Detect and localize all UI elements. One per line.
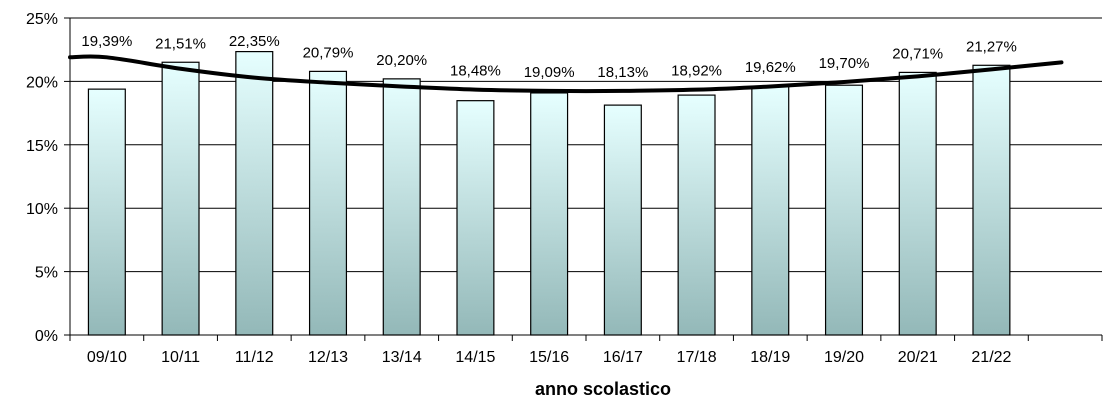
- data-label: 20,71%: [892, 45, 943, 62]
- bar: [824, 84, 864, 336]
- data-label: 19,09%: [524, 64, 575, 81]
- bar: [456, 100, 495, 336]
- data-label: 19,70%: [819, 55, 870, 72]
- x-tick-label: 21/22: [971, 349, 1011, 366]
- bar: [382, 78, 421, 336]
- x-tick-label: 10/11: [161, 349, 200, 366]
- y-tick-label: 5%: [35, 265, 58, 282]
- data-label: 18,13%: [597, 64, 648, 81]
- gridlines: [70, 17, 1102, 273]
- trendline: [68, 54, 1064, 94]
- y-tick-label: 15%: [26, 138, 58, 155]
- bar: [751, 85, 790, 336]
- data-label: 20,79%: [303, 44, 354, 61]
- x-tick-label: 13/14: [382, 349, 422, 366]
- x-tick-label: 11/12: [235, 349, 274, 366]
- data-label: 19,39%: [81, 33, 132, 50]
- trend-line: [68, 54, 1064, 94]
- y-tick-label: 20%: [26, 74, 58, 91]
- bar: [603, 104, 642, 336]
- x-tick-label: 19/20: [824, 349, 864, 366]
- bar: [308, 70, 348, 336]
- x-tick-label: 15/16: [529, 349, 569, 366]
- bar: [235, 51, 274, 336]
- data-label: 18,92%: [671, 63, 722, 80]
- bar: [530, 92, 569, 336]
- data-label: 21,51%: [155, 35, 206, 52]
- x-tick-label: 09/10: [87, 349, 127, 366]
- x-tick-label: 20/21: [898, 349, 938, 366]
- bar: [972, 64, 1011, 336]
- bar: [677, 94, 716, 336]
- data-label: 18,48%: [450, 63, 501, 80]
- y-tick-label: 0%: [35, 328, 58, 345]
- x-axis-title: anno scolastico: [535, 379, 671, 399]
- bar: [898, 71, 937, 336]
- y-tick-label: 25%: [26, 11, 58, 28]
- data-label: 21,27%: [966, 38, 1017, 55]
- bar: [87, 88, 126, 336]
- y-tick-label: 10%: [26, 201, 58, 218]
- bars: [87, 51, 1011, 336]
- x-tick-label: 18/19: [750, 349, 790, 366]
- axes: 0% 5% 10% 15% 20% 25% 09/10 10/11 11/12 12/13 13/1…: [26, 11, 1103, 366]
- data-label: 19,62%: [745, 59, 796, 76]
- x-tick-label: 16/17: [603, 349, 643, 366]
- bar: [161, 61, 200, 336]
- x-tick-label: 17/18: [677, 349, 717, 366]
- x-tick-label: 14/15: [455, 349, 495, 366]
- x-tick-label: 12/13: [308, 349, 348, 366]
- data-label: 22,35%: [229, 33, 280, 50]
- data-labels: 19,39% 21,51% 22,35% 20,79% 20,20% 18,48% 19,0…: [81, 33, 1016, 81]
- data-label: 20,20%: [376, 52, 427, 69]
